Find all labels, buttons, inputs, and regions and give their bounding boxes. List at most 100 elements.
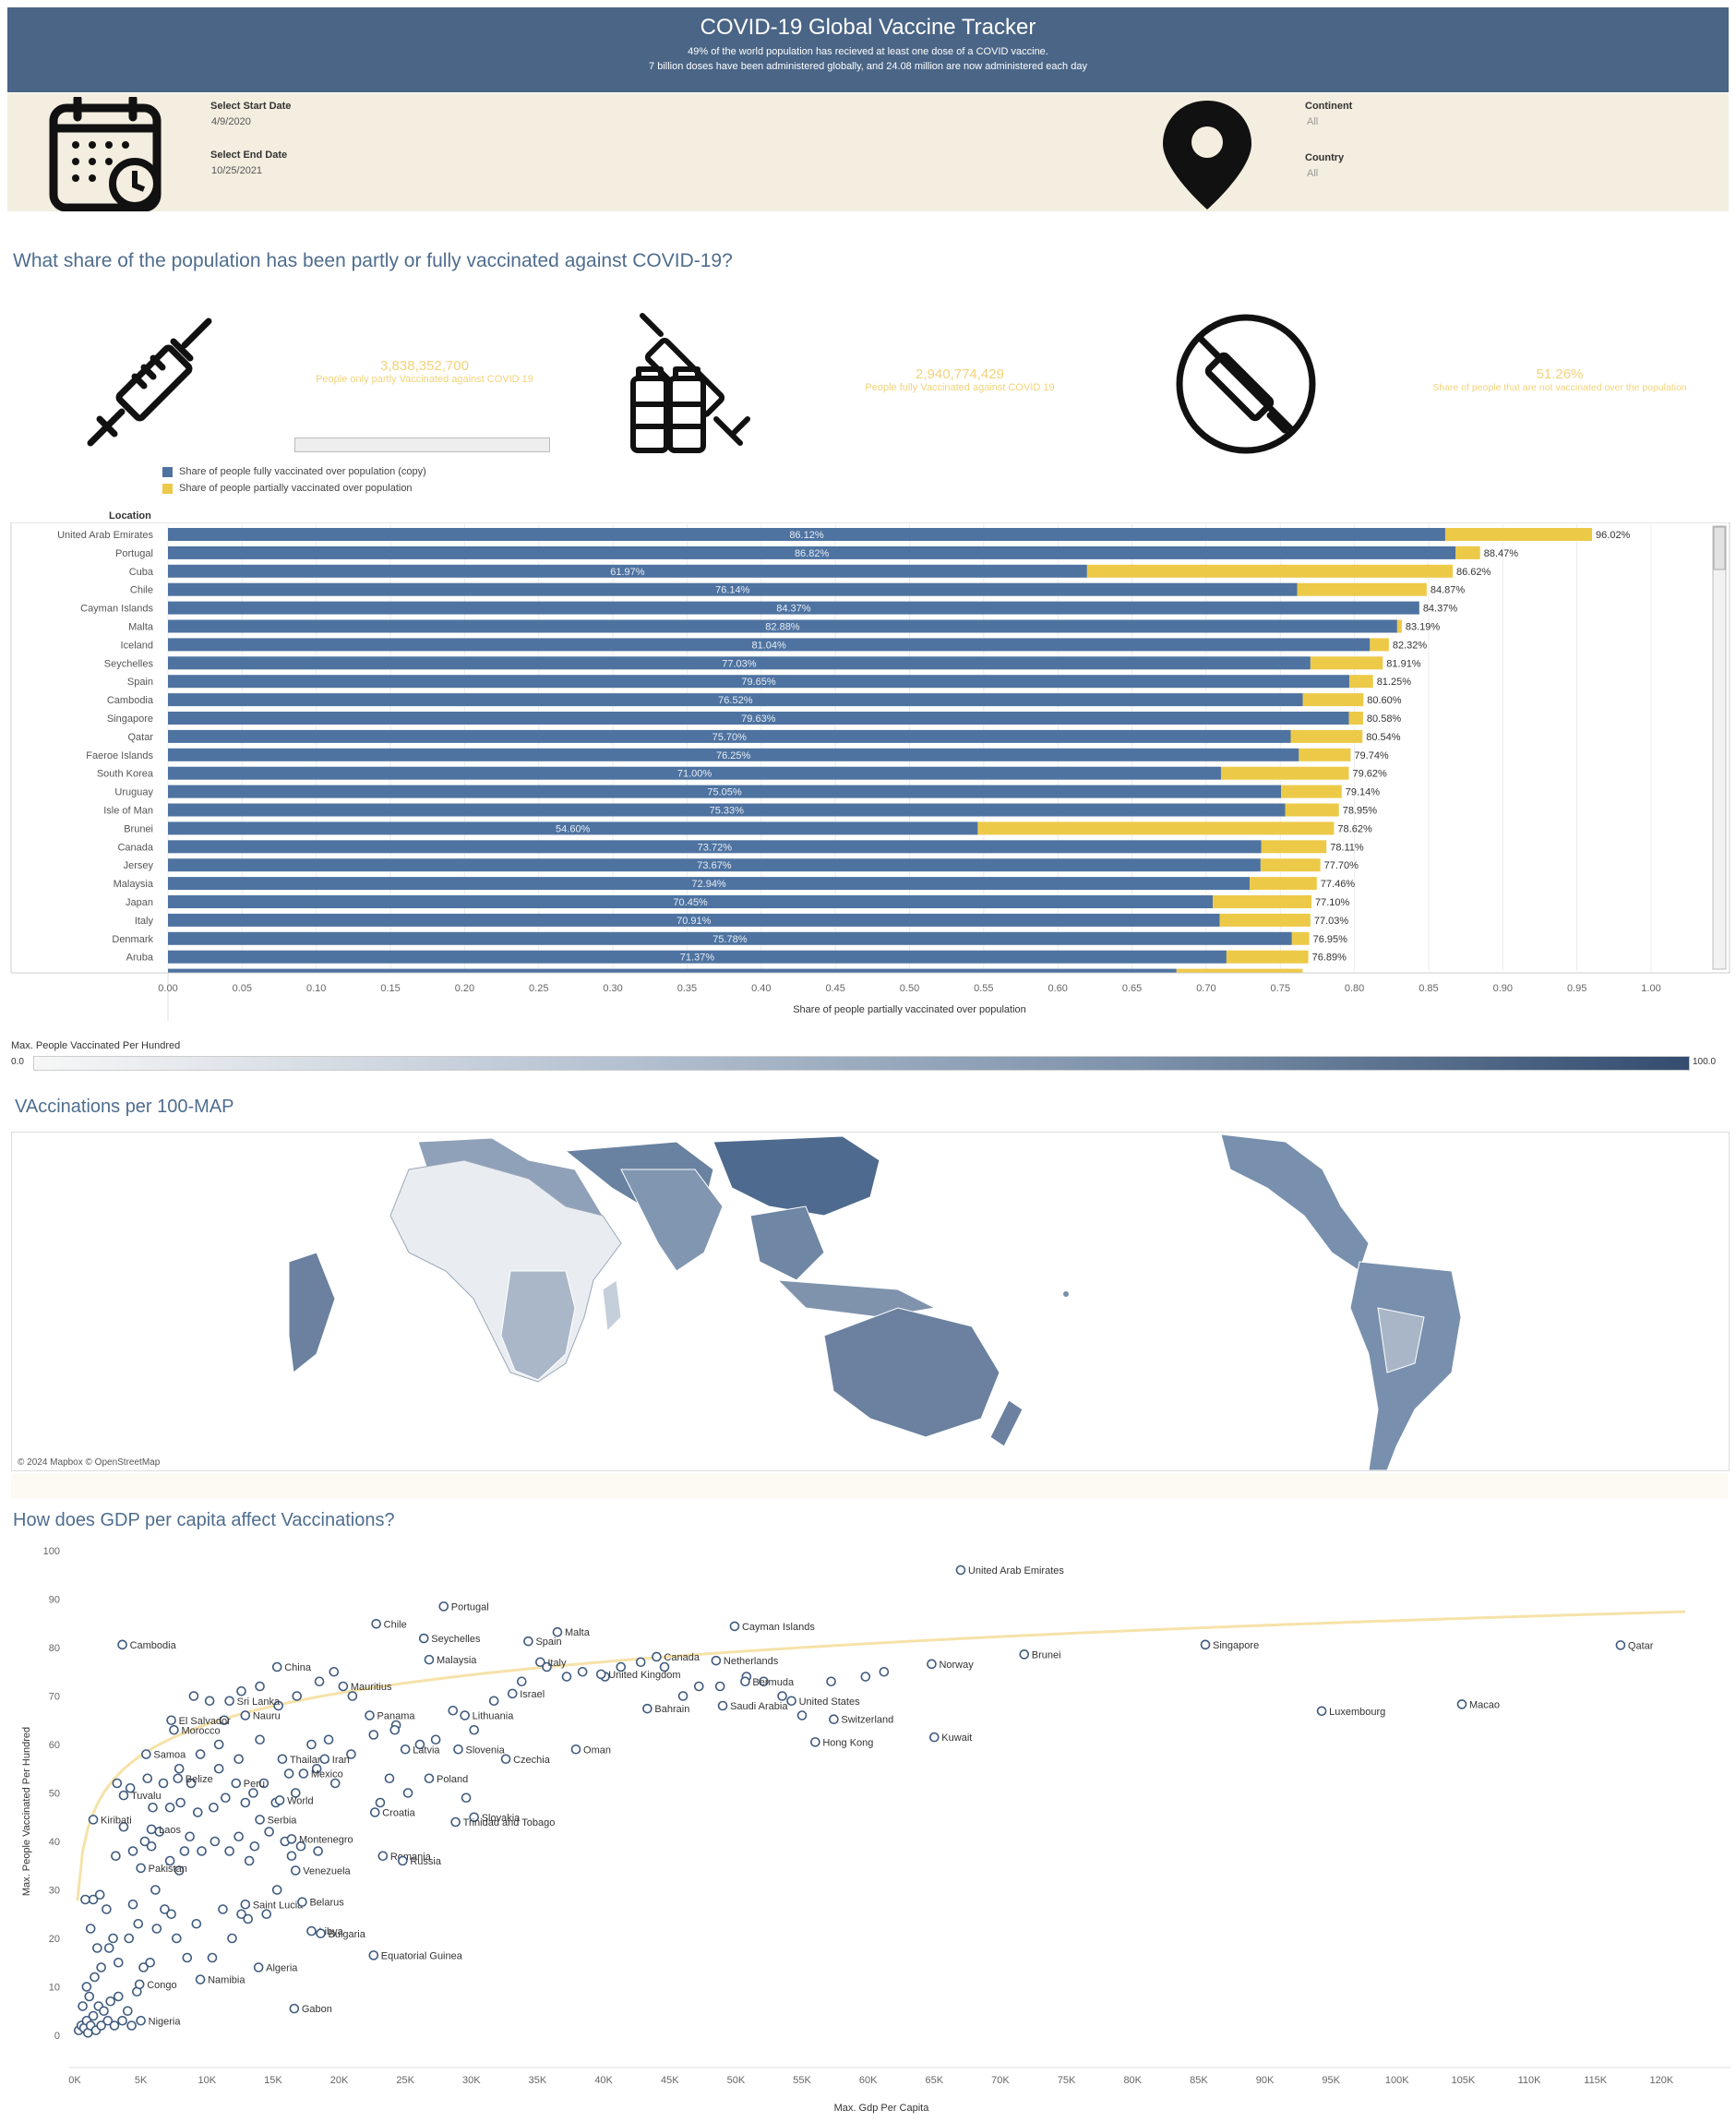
scatter-point[interactable] (677, 1691, 688, 1701)
scatter-point[interactable] (369, 1807, 380, 1817)
scatter-point[interactable] (500, 1754, 511, 1765)
scatter-point[interactable] (461, 1792, 472, 1804)
scatter-point[interactable] (80, 1894, 90, 1905)
scatter-point[interactable] (283, 1768, 294, 1779)
scatter-point[interactable] (209, 1802, 219, 1813)
scatter-point[interactable] (236, 1685, 246, 1696)
scatter-point[interactable] (166, 1909, 176, 1920)
scatter-point[interactable] (88, 1815, 99, 1825)
scatter-point[interactable] (311, 1763, 322, 1774)
scatter-point[interactable] (469, 1724, 480, 1735)
bar-partially-vaccinated[interactable] (1213, 895, 1311, 908)
bar-partially-vaccinated[interactable] (1291, 931, 1310, 945)
scatter-point[interactable] (158, 1778, 169, 1789)
scatter-point[interactable] (659, 1661, 670, 1672)
scatter-point[interactable] (96, 2020, 106, 2031)
scatter-point[interactable] (306, 1925, 317, 1936)
scatter-point[interactable] (418, 1633, 429, 1644)
scatter-point[interactable] (346, 1749, 356, 1759)
scatter-point[interactable] (777, 1691, 787, 1701)
scatter-point[interactable] (316, 1928, 326, 1939)
scatter-point[interactable] (453, 1744, 463, 1755)
bar-partially-vaccinated[interactable] (1396, 619, 1402, 633)
bar-fully-vaccinated[interactable] (168, 748, 1299, 761)
scatter-point[interactable] (717, 1700, 728, 1711)
scatter-point[interactable] (810, 1737, 820, 1747)
scatter-point[interactable] (90, 1972, 100, 1983)
scatter-point[interactable] (179, 1846, 190, 1856)
scatter-point[interactable] (145, 1957, 155, 1968)
bar-partially-vaccinated[interactable] (1455, 545, 1480, 559)
scatter-point[interactable] (542, 1661, 552, 1672)
scatter-point[interactable] (142, 1773, 153, 1784)
scatter-point[interactable] (488, 1696, 499, 1707)
scatter-point[interactable] (826, 1676, 836, 1687)
scatter-point[interactable] (450, 1816, 461, 1828)
scatter-point[interactable] (224, 1846, 234, 1856)
scatter-point[interactable] (174, 1763, 185, 1774)
bar-fully-vaccinated[interactable] (168, 931, 1292, 945)
scatter-point[interactable] (577, 1666, 588, 1677)
scatter-point[interactable] (438, 1601, 449, 1612)
scatter-point[interactable] (192, 1807, 203, 1817)
scatter-point[interactable] (221, 1792, 231, 1804)
scatter-point[interactable] (879, 1666, 890, 1677)
bar-partially-vaccinated[interactable] (1302, 693, 1364, 707)
scatter-point[interactable] (448, 1705, 459, 1716)
scatter-point[interactable] (552, 1626, 563, 1637)
scatter-point[interactable] (243, 1913, 253, 1924)
scatter-point[interactable] (292, 1691, 303, 1701)
scatter-point[interactable] (290, 1865, 301, 1876)
scatter-point[interactable] (148, 1802, 158, 1813)
scatter-point[interactable] (219, 1715, 230, 1726)
scatter-point[interactable] (224, 1696, 234, 1707)
scatter-point[interactable] (289, 2003, 300, 2014)
scatter-point[interactable] (759, 1676, 769, 1687)
scatter-point[interactable] (124, 1933, 135, 1944)
bar-partially-vaccinated[interactable] (1285, 803, 1339, 817)
bar-partially-vaccinated[interactable] (1260, 858, 1321, 872)
bar-fully-vaccinated[interactable] (168, 821, 978, 835)
scatter-point[interactable] (141, 1749, 151, 1759)
bar-fully-vaccinated[interactable] (168, 693, 1303, 707)
scatter-point[interactable] (693, 1681, 704, 1692)
scatter-point[interactable] (329, 1778, 341, 1789)
scatter-point[interactable] (113, 1957, 124, 1968)
scatter-point[interactable] (264, 1827, 274, 1837)
map-region-new-zealand[interactable] (989, 1399, 1024, 1447)
scatter-point[interactable] (102, 2015, 114, 2026)
scatter-point[interactable] (102, 1904, 112, 1914)
legend-item-fully[interactable]: Share of people fully vaccinated over po… (162, 463, 426, 480)
bar-fully-vaccinated[interactable] (168, 675, 1349, 689)
scatter-point[interactable] (642, 1703, 652, 1714)
scatter-point[interactable] (711, 1655, 722, 1666)
scatter-point[interactable] (424, 1773, 435, 1784)
scatter-point[interactable] (323, 1734, 334, 1745)
scatter-point[interactable] (273, 1700, 283, 1711)
scatter-point[interactable] (195, 1749, 206, 1759)
bar-fully-vaccinated[interactable] (168, 656, 1311, 670)
scatter-point[interactable] (402, 1788, 413, 1798)
scatter-point[interactable] (197, 1846, 207, 1856)
scatter-point[interactable] (1316, 1706, 1327, 1717)
scatter-point[interactable] (258, 1778, 269, 1789)
scatter-point[interactable] (123, 2006, 133, 2017)
scatter-point[interactable] (112, 1778, 123, 1789)
scatter-point[interactable] (108, 1933, 118, 1944)
scatter-point[interactable] (290, 1788, 301, 1798)
bar-fully-vaccinated[interactable] (168, 913, 1220, 927)
scatter-point[interactable] (85, 1924, 96, 1934)
scatter-point[interactable] (729, 1621, 740, 1632)
map-region-southern-africa[interactable] (500, 1270, 576, 1381)
map-region-bolivia-paraguay[interactable] (1377, 1307, 1425, 1373)
scatter-point[interactable] (314, 1676, 325, 1687)
bar-fully-vaccinated[interactable] (168, 950, 1227, 964)
scatter-point[interactable] (125, 1782, 136, 1793)
scatter-point[interactable] (368, 1950, 379, 1960)
scatter-point[interactable] (227, 1933, 237, 1944)
scatter-point[interactable] (329, 1666, 340, 1677)
scatter-point[interactable] (860, 1672, 871, 1682)
bar-partially-vaccinated[interactable] (1250, 877, 1317, 891)
scatter-point[interactable] (136, 2015, 146, 2026)
bar-partially-vaccinated[interactable] (1370, 638, 1389, 652)
